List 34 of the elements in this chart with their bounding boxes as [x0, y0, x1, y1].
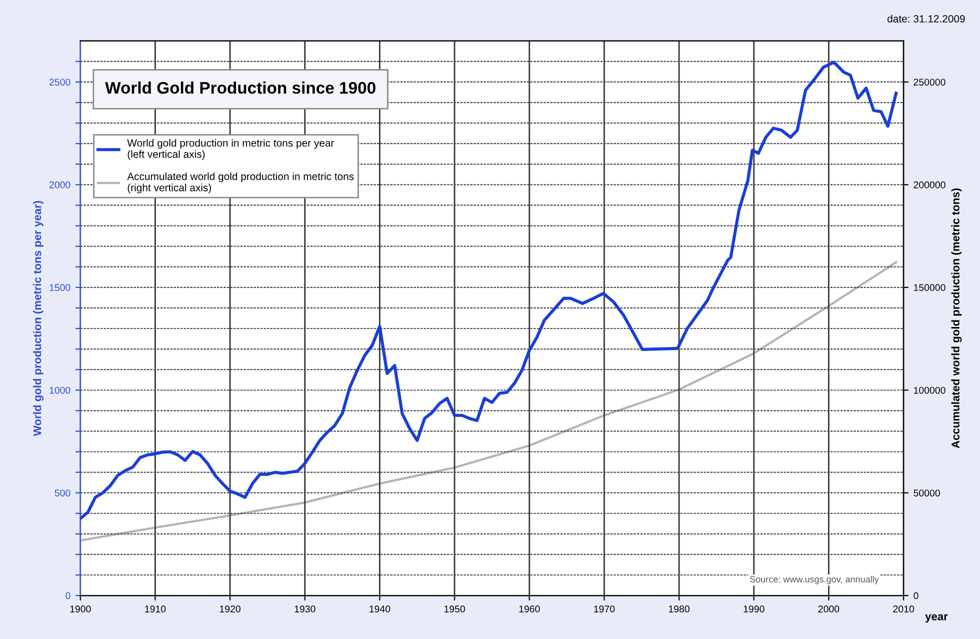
- legend-label: World gold production in metric tons per year (left vertical axis): [127, 139, 334, 160]
- y-tick-label: 2000: [50, 181, 70, 188]
- line-series: [80, 261, 898, 542]
- y2-tick-label: 150000: [914, 284, 946, 292]
- y2-tick-label: 0: [914, 592, 918, 600]
- line-series: [80, 60, 898, 520]
- y2-tick-label: 100000: [914, 386, 946, 394]
- y-tick-label: 0: [66, 592, 70, 600]
- annotation: Source: www.usgs.gov, annually: [750, 576, 879, 584]
- text: date: 31.12.2009: [888, 14, 965, 22]
- y2-tick-label: 50000: [914, 490, 940, 496]
- y2-tick-label: 250000: [914, 78, 946, 86]
- x-tick-label: 2010: [893, 606, 914, 612]
- x-tick-label: 1980: [668, 606, 690, 612]
- x-tick-label: 1970: [594, 606, 615, 612]
- text: World Gold Production since 1900: [105, 82, 376, 94]
- x-tick-label: 1900: [70, 606, 91, 612]
- y-tick-label: 2500: [50, 78, 70, 86]
- x-tick-label: 1990: [744, 606, 764, 612]
- y-axis-title: World gold production (metric tons per year): [33, 200, 44, 436]
- x-tick-label: 1910: [145, 606, 166, 612]
- x-tick-label: 2000: [818, 606, 840, 612]
- x-tick-label: 1920: [220, 606, 240, 612]
- legend-label: Accumulated world gold production in metric tons (right vertical axis): [127, 172, 354, 194]
- x-tick-label: 1930: [294, 606, 316, 612]
- x-axis-title: year: [925, 614, 948, 623]
- x-tick-label: 1960: [519, 606, 540, 612]
- x-tick-label: 1940: [370, 606, 390, 612]
- x-tick-label: 1950: [444, 606, 465, 612]
- y2-axis-title: Accumulated world gold production (metric tons): [951, 188, 962, 448]
- y2-tick-label: 200000: [914, 181, 946, 188]
- y-tick-label: 1500: [50, 284, 70, 292]
- y-tick-label: 1000: [50, 386, 70, 394]
- y-tick-label: 500: [54, 490, 70, 496]
